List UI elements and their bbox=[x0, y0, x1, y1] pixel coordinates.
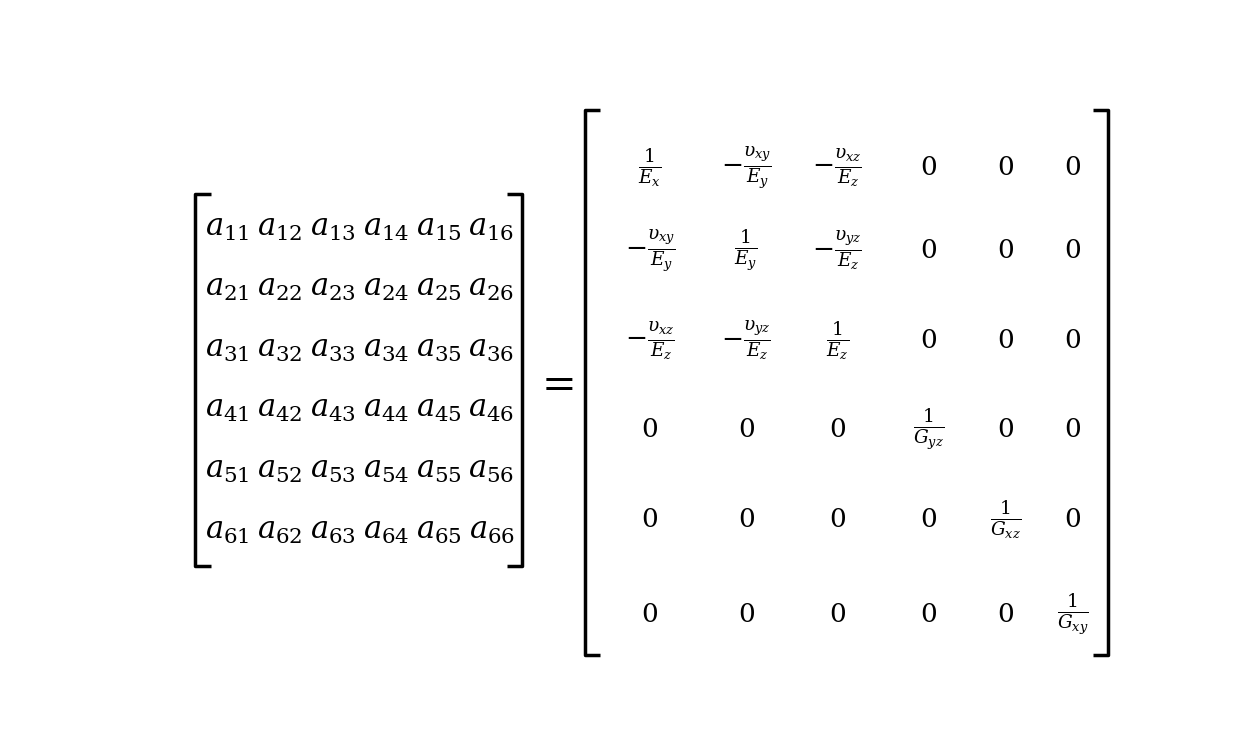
Text: $0$: $0$ bbox=[997, 601, 1014, 628]
Text: $a_{13}$: $a_{13}$ bbox=[310, 213, 356, 243]
Text: $0$: $0$ bbox=[641, 601, 658, 628]
Text: $0$: $0$ bbox=[920, 238, 937, 264]
Text: $a_{62}$: $a_{62}$ bbox=[257, 517, 303, 545]
Text: $a_{25}$: $a_{25}$ bbox=[415, 274, 461, 303]
Text: $a_{32}$: $a_{32}$ bbox=[257, 335, 303, 364]
Text: $\frac{1}{E_z}$: $\frac{1}{E_z}$ bbox=[826, 320, 849, 362]
Text: $a_{35}$: $a_{35}$ bbox=[415, 335, 461, 364]
Text: $0$: $0$ bbox=[828, 417, 846, 443]
Text: $0$: $0$ bbox=[641, 506, 658, 533]
Text: $0$: $0$ bbox=[920, 155, 937, 181]
Text: $-\frac{\upsilon_{xy}}{E_y}$: $-\frac{\upsilon_{xy}}{E_y}$ bbox=[720, 144, 771, 192]
Text: $a_{52}$: $a_{52}$ bbox=[257, 456, 303, 485]
Text: $\frac{1}{E_x}$: $\frac{1}{E_x}$ bbox=[639, 147, 662, 189]
Text: $a_{42}$: $a_{42}$ bbox=[257, 395, 303, 425]
Text: $a_{61}$: $a_{61}$ bbox=[205, 517, 249, 545]
Text: $a_{51}$: $a_{51}$ bbox=[205, 456, 249, 485]
Text: $\frac{1}{G_{xy}}$: $\frac{1}{G_{xy}}$ bbox=[1056, 592, 1089, 637]
Text: $=$: $=$ bbox=[533, 363, 574, 405]
Text: $0$: $0$ bbox=[997, 328, 1014, 354]
Text: $0$: $0$ bbox=[997, 417, 1014, 443]
Text: $0$: $0$ bbox=[920, 601, 937, 628]
Text: $a_{56}$: $a_{56}$ bbox=[469, 456, 515, 485]
Text: $a_{64}$: $a_{64}$ bbox=[362, 517, 409, 545]
Text: $a_{33}$: $a_{33}$ bbox=[310, 335, 356, 364]
Text: $0$: $0$ bbox=[1064, 328, 1081, 354]
Text: $0$: $0$ bbox=[1064, 506, 1081, 533]
Text: $-\frac{\upsilon_{yz}}{E_z}$: $-\frac{\upsilon_{yz}}{E_z}$ bbox=[720, 319, 771, 363]
Text: $0$: $0$ bbox=[1064, 155, 1081, 181]
Text: $a_{43}$: $a_{43}$ bbox=[310, 395, 356, 425]
Text: $0$: $0$ bbox=[1064, 238, 1081, 264]
Text: $a_{14}$: $a_{14}$ bbox=[362, 213, 409, 243]
Text: $0$: $0$ bbox=[738, 417, 754, 443]
Text: $0$: $0$ bbox=[920, 328, 937, 354]
Text: $a_{23}$: $a_{23}$ bbox=[310, 274, 356, 303]
Text: $a_{31}$: $a_{31}$ bbox=[205, 335, 249, 364]
Text: $a_{21}$: $a_{21}$ bbox=[205, 274, 249, 303]
Text: $a_{45}$: $a_{45}$ bbox=[415, 395, 461, 425]
Text: $a_{24}$: $a_{24}$ bbox=[362, 274, 409, 303]
Text: $\frac{1}{G_{xz}}$: $\frac{1}{G_{xz}}$ bbox=[990, 498, 1022, 541]
Text: $0$: $0$ bbox=[997, 238, 1014, 264]
Text: $a_{22}$: $a_{22}$ bbox=[257, 274, 303, 303]
Text: $a_{15}$: $a_{15}$ bbox=[415, 213, 461, 243]
Text: $a_{54}$: $a_{54}$ bbox=[362, 456, 409, 485]
Text: $-\frac{\upsilon_{yz}}{E_z}$: $-\frac{\upsilon_{yz}}{E_z}$ bbox=[812, 229, 862, 273]
Text: $a_{16}$: $a_{16}$ bbox=[469, 213, 515, 243]
Text: $-\frac{\upsilon_{xz}}{E_z}$: $-\frac{\upsilon_{xz}}{E_z}$ bbox=[625, 320, 675, 362]
Text: $a_{11}$: $a_{11}$ bbox=[205, 213, 249, 243]
Text: $0$: $0$ bbox=[997, 155, 1014, 181]
Text: $0$: $0$ bbox=[920, 506, 937, 533]
Text: $a_{41}$: $a_{41}$ bbox=[205, 395, 249, 425]
Text: $a_{53}$: $a_{53}$ bbox=[310, 456, 356, 485]
Text: $0$: $0$ bbox=[738, 506, 754, 533]
Text: $a_{63}$: $a_{63}$ bbox=[310, 517, 356, 545]
Text: $-\frac{\upsilon_{xz}}{E_z}$: $-\frac{\upsilon_{xz}}{E_z}$ bbox=[812, 147, 862, 189]
Text: $a_{34}$: $a_{34}$ bbox=[362, 335, 409, 364]
Text: $-\frac{\upsilon_{xy}}{E_y}$: $-\frac{\upsilon_{xy}}{E_y}$ bbox=[625, 228, 675, 275]
Text: $a_{26}$: $a_{26}$ bbox=[469, 274, 515, 303]
Text: $0$: $0$ bbox=[641, 417, 658, 443]
Text: $0$: $0$ bbox=[1064, 417, 1081, 443]
Text: $a_{44}$: $a_{44}$ bbox=[362, 395, 409, 425]
Text: $a_{65}$: $a_{65}$ bbox=[415, 517, 461, 545]
Text: $a_{55}$: $a_{55}$ bbox=[415, 456, 461, 485]
Text: $0$: $0$ bbox=[738, 601, 754, 628]
Text: $a_{66}$: $a_{66}$ bbox=[469, 517, 515, 545]
Text: $a_{46}$: $a_{46}$ bbox=[469, 395, 515, 425]
Text: $a_{12}$: $a_{12}$ bbox=[257, 213, 303, 243]
Text: $\frac{1}{G_{yz}}$: $\frac{1}{G_{yz}}$ bbox=[913, 407, 945, 453]
Text: $a_{36}$: $a_{36}$ bbox=[469, 335, 515, 364]
Text: $0$: $0$ bbox=[828, 506, 846, 533]
Text: $\frac{1}{E_y}$: $\frac{1}{E_y}$ bbox=[734, 228, 758, 274]
Text: $0$: $0$ bbox=[828, 601, 846, 628]
